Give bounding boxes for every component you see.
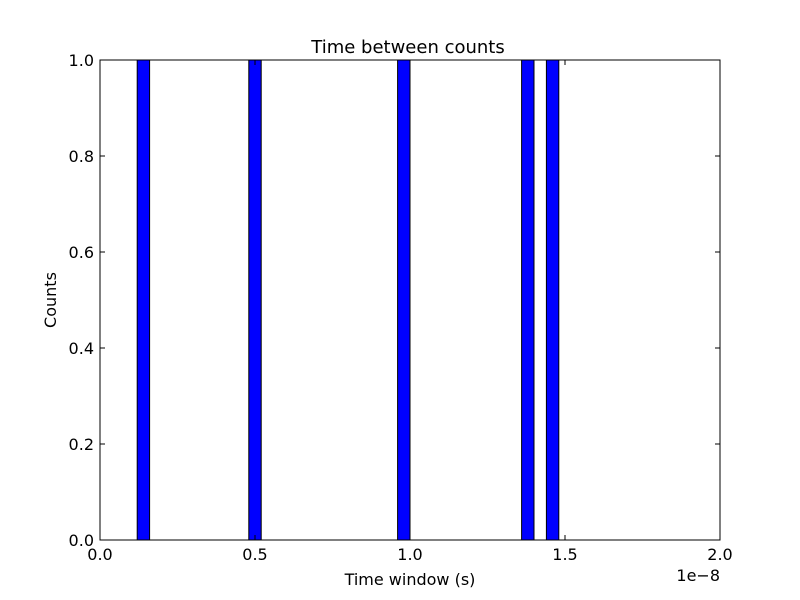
x-tick-label: 1.0 <box>397 545 422 564</box>
bar-4 <box>521 59 535 541</box>
y-tick-label: 0.0 <box>69 531 94 550</box>
bar-2 <box>248 59 262 541</box>
x-offset-label: 1e−8 <box>676 566 720 585</box>
y-axis-label: Counts <box>41 272 60 328</box>
y-tick-label: 1.0 <box>69 51 94 70</box>
x-axis-label: Time window (s) <box>344 570 476 589</box>
x-tick-label: 0.0 <box>87 545 112 564</box>
y-tick-label: 0.8 <box>69 147 94 166</box>
bar-3 <box>397 59 411 541</box>
chart-title: Time between counts <box>310 37 505 58</box>
bars-group <box>136 59 560 541</box>
x-tick-label: 2.0 <box>707 545 732 564</box>
bar-5 <box>545 59 560 541</box>
y-tick-label: 0.2 <box>69 435 94 454</box>
y-tick-label: 0.4 <box>69 339 94 358</box>
x-tick-label: 0.5 <box>242 545 267 564</box>
y-tick-label: 0.6 <box>69 243 94 262</box>
bar-1 <box>136 59 151 541</box>
x-tick-label: 1.5 <box>552 545 577 564</box>
x-axis-ticks: 0.0 0.5 1.0 1.5 2.0 <box>87 60 733 564</box>
y-axis-ticks: 0.0 0.2 0.4 0.6 0.8 1.0 <box>69 51 720 550</box>
